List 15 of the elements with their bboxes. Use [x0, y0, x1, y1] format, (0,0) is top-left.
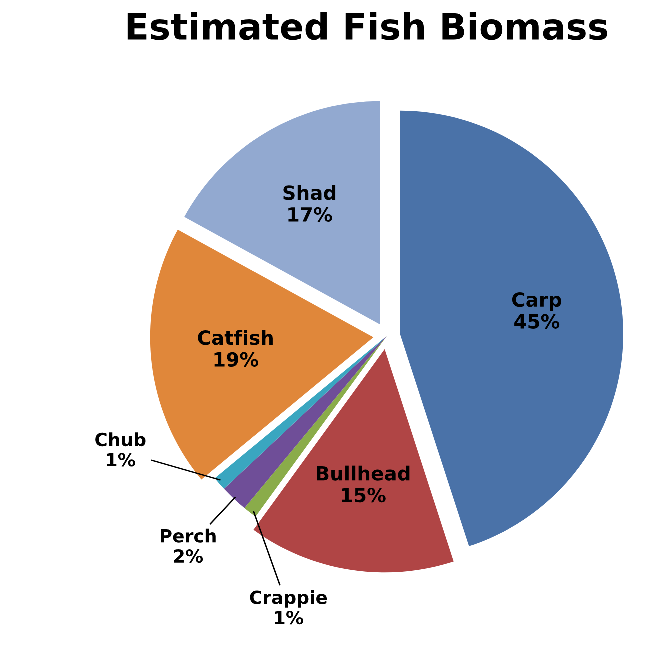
slice-label: Crappie: [250, 590, 328, 608]
data-label: 1%: [275, 610, 304, 625]
slice-label: Bullhead: [317, 466, 410, 481]
data-label: 2%: [174, 549, 204, 564]
slice-label: Perch: [161, 528, 216, 543]
data-label: 15%: [342, 488, 386, 503]
data-label: 17%: [288, 207, 332, 222]
slice-label: Carp: [512, 292, 562, 311]
slice-label: Catfish: [198, 330, 273, 346]
slice-label: Shad: [284, 185, 336, 200]
data-label: 19%: [214, 352, 259, 368]
data-label: 1%: [107, 453, 136, 467]
chart-title: Estimated Fish Biomass: [128, 12, 608, 40]
data-label: 45%: [514, 314, 560, 329]
slice-label: Chub: [96, 432, 146, 447]
